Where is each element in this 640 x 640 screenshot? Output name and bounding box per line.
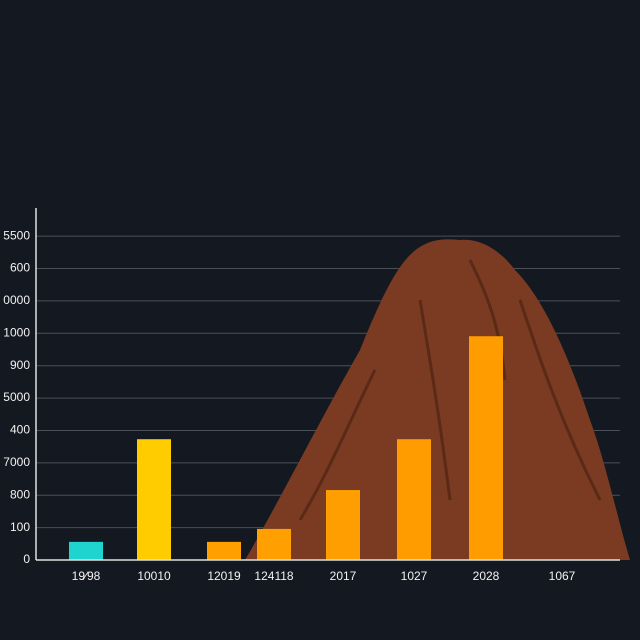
x-tick-label: 12019 (207, 569, 241, 583)
x-tick-label: 2017 (330, 569, 357, 583)
x-tick-label: 19⁄98 (72, 569, 101, 583)
bar (469, 336, 503, 560)
y-tick-label: 900 (10, 358, 30, 372)
bar (326, 490, 360, 560)
bar (207, 541, 241, 560)
x-tick-label: 2028 (473, 569, 500, 583)
dirt-mound (245, 239, 630, 560)
x-tick-label: 124118 (254, 569, 293, 583)
y-tick-label: 800 (10, 487, 30, 501)
x-tick-label: 10010 (137, 569, 171, 583)
y-tick-label: 7000 (3, 455, 30, 469)
mound-texture (298, 259, 602, 521)
bars (69, 336, 503, 560)
y-tick-label: 100 (10, 520, 30, 534)
y-tick-label: 1000 (3, 325, 30, 339)
bar (69, 541, 103, 560)
y-tick-label: 600 (10, 261, 30, 275)
x-tick-label: 1067 (549, 569, 576, 583)
bar (397, 439, 431, 560)
bar (137, 439, 171, 560)
y-tick-label: 0 (23, 552, 30, 566)
y-tick-label: 5000 (3, 390, 30, 404)
y-tick-label: 400 (10, 423, 30, 437)
x-tick-label: 1027 (401, 569, 428, 583)
y-tick-label: 5500 (3, 228, 30, 242)
bar (257, 528, 291, 560)
y-tick-label: 0000 (3, 293, 30, 307)
